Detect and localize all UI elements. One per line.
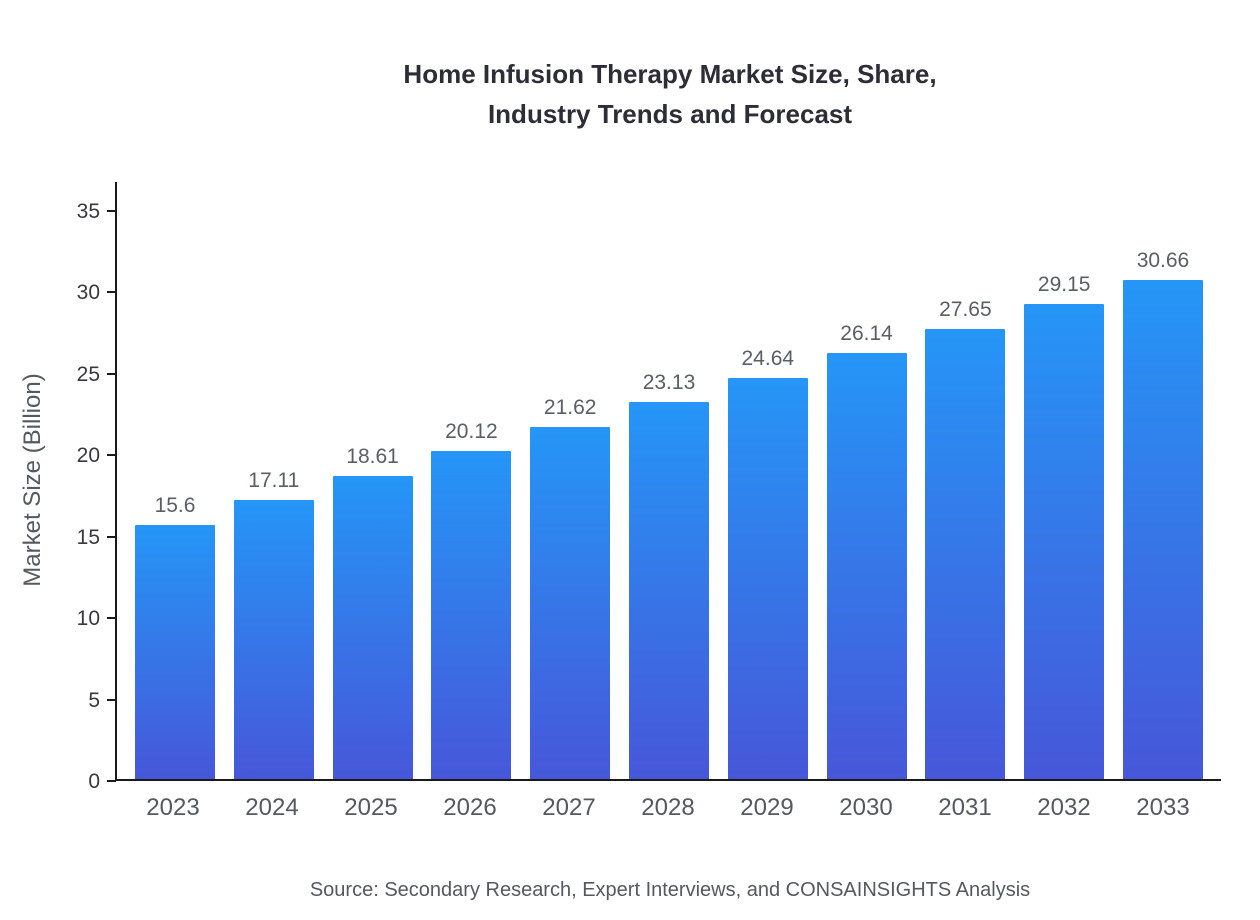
bar-value-label: 26.14 xyxy=(840,322,893,345)
bar-column-2024: 17.11 xyxy=(233,469,314,779)
y-tick-mark-30 xyxy=(107,291,116,294)
y-tick-mark-5 xyxy=(107,698,116,701)
x-tick-label-2028: 2028 xyxy=(641,794,695,821)
bar-column-2026: 20.12 xyxy=(431,420,512,779)
bar xyxy=(1024,304,1105,779)
bar xyxy=(727,378,808,779)
x-tick-label-2029: 2029 xyxy=(740,794,794,821)
bar-value-label: 20.12 xyxy=(445,420,498,443)
bar xyxy=(332,476,413,779)
x-tick-label-2024: 2024 xyxy=(245,794,299,821)
x-tick-label-2023: 2023 xyxy=(146,794,200,821)
bar-column-2023: 15.6 xyxy=(135,494,215,779)
bar-value-label: 17.11 xyxy=(248,469,300,492)
bar-column-2025: 18.61 xyxy=(332,445,413,779)
y-tick-label-5: 5 xyxy=(88,688,100,712)
x-tick-label-2026: 2026 xyxy=(443,794,497,821)
x-tick-label-2032: 2032 xyxy=(1037,794,1091,821)
y-tick-mark-35 xyxy=(107,210,116,212)
plot-area: 15.6 17.11 18.61 20.12 21.62 23.13 24.64 26.14 2… xyxy=(115,182,1221,781)
bar-value-label: 15.6 xyxy=(154,494,196,517)
y-tick-label-20: 20 xyxy=(76,444,100,468)
bar xyxy=(530,427,611,779)
x-tick-label-2031: 2031 xyxy=(938,794,992,821)
bar-value-label: 30.66 xyxy=(1136,249,1190,272)
bar-column-2030: 26.14 xyxy=(826,322,907,779)
y-tick-label-35: 35 xyxy=(76,200,100,223)
bar-value-label: 24.64 xyxy=(741,347,795,370)
bar-column-2033: 30.66 xyxy=(1122,249,1203,779)
y-tick-label-0: 0 xyxy=(88,770,100,793)
bar-value-label: 21.62 xyxy=(543,396,597,419)
bar-column-2031: 27.65 xyxy=(925,298,1006,779)
bar xyxy=(628,402,709,779)
y-axis-label: Market Size (Billion) xyxy=(19,373,46,587)
source-note: Source: Secondary Research, Expert Inter… xyxy=(309,879,1031,901)
bar-value-label: 23.13 xyxy=(642,371,696,394)
bar xyxy=(925,329,1006,779)
y-tick-label-15: 15 xyxy=(76,525,100,549)
x-axis-labels: 2023 2024 2025 2026 2027 2028 2029 2030 2031 2032… xyxy=(115,794,1221,822)
bar xyxy=(826,353,907,779)
bar-value-label: 27.65 xyxy=(939,298,992,321)
bar xyxy=(431,451,512,779)
y-tick-mark-10 xyxy=(107,617,116,620)
y-tick-label-25: 25 xyxy=(76,362,100,386)
bar-column-2027: 21.62 xyxy=(530,396,611,779)
x-tick-label-2030: 2030 xyxy=(839,794,893,821)
bar xyxy=(135,525,215,779)
x-tick-label-2025: 2025 xyxy=(344,794,398,821)
bar-column-2029: 24.64 xyxy=(727,347,808,779)
bar xyxy=(1122,280,1203,779)
chart-title: Home Infusion Therapy Market Size, Share… xyxy=(80,54,1260,134)
chart-title-line1: Home Infusion Therapy Market Size, Share… xyxy=(403,59,937,89)
bar-value-label: 29.15 xyxy=(1037,273,1091,296)
bar-column-2028: 23.13 xyxy=(628,371,709,779)
x-tick-label-2027: 2027 xyxy=(542,794,596,821)
bars-container: 15.6 17.11 18.61 20.12 21.62 23.13 24.64 26.14 2… xyxy=(117,180,1221,779)
x-tick-label-2033: 2033 xyxy=(1136,794,1190,821)
chart-title-line2: Industry Trends and Forecast xyxy=(487,99,853,129)
y-tick-mark-20 xyxy=(107,454,116,457)
y-tick-label-30: 30 xyxy=(76,281,100,305)
bar xyxy=(233,500,314,779)
y-tick-mark-15 xyxy=(107,535,116,538)
bar-value-label: 18.61 xyxy=(346,445,399,468)
y-tick-mark-25 xyxy=(107,372,116,375)
bar-column-2032: 29.15 xyxy=(1024,273,1105,779)
y-tick-label-10: 10 xyxy=(76,607,100,631)
y-tick-mark-0 xyxy=(107,780,116,782)
